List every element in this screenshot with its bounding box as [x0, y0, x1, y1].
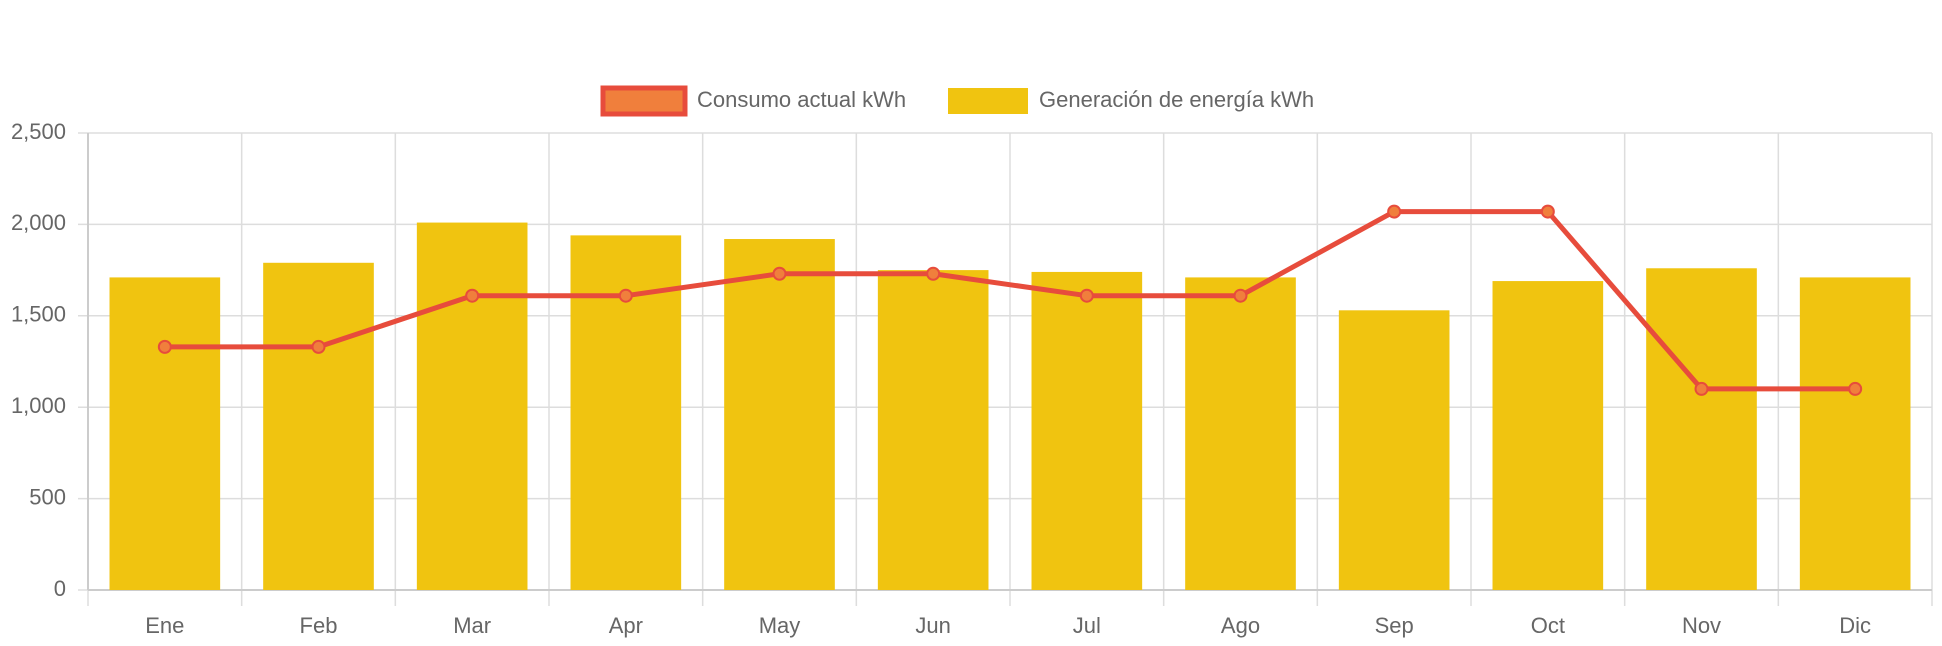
x-tick-label: May	[759, 613, 801, 638]
legend-swatch	[948, 88, 1028, 114]
bar	[1492, 281, 1604, 590]
y-tick-label: 0	[54, 576, 66, 601]
legend-label: Generación de energía kWh	[1039, 87, 1314, 112]
x-tick-label: Ene	[145, 613, 184, 638]
line-point	[157, 339, 172, 354]
bar	[1185, 277, 1296, 590]
line-point	[926, 266, 941, 281]
line-point	[1233, 288, 1248, 303]
line-point	[311, 339, 326, 354]
x-tick-label: Feb	[300, 613, 338, 638]
y-tick-label: 2,000	[11, 210, 66, 235]
bar	[1799, 277, 1911, 590]
bar	[1338, 310, 1450, 590]
line-point	[772, 266, 787, 281]
x-tick-label: Jun	[915, 613, 950, 638]
line-point	[465, 288, 480, 303]
legend-label: Consumo actual kWh	[697, 87, 906, 112]
x-tick-label: Nov	[1682, 613, 1721, 638]
bar	[416, 222, 528, 590]
x-tick-label: Dic	[1839, 613, 1871, 638]
x-tick-label: Ago	[1221, 613, 1260, 638]
line-point	[618, 288, 633, 303]
x-tick-label: Mar	[453, 613, 491, 638]
line-point	[1079, 288, 1094, 303]
bar	[109, 277, 221, 590]
y-tick-label: 1,000	[11, 393, 66, 418]
y-tick-label: 1,500	[11, 302, 66, 327]
line-point	[1848, 381, 1863, 396]
y-tick-label: 2,500	[11, 119, 66, 144]
bar	[263, 262, 374, 590]
x-tick-label: Apr	[609, 613, 643, 638]
line	[164, 209, 1856, 392]
x-tick-label: Oct	[1531, 613, 1565, 638]
bar	[1646, 268, 1757, 590]
line-point	[1694, 381, 1709, 396]
legend-swatch	[600, 85, 688, 117]
line-point	[1387, 204, 1402, 219]
x-tick-label: Jul	[1073, 613, 1101, 638]
line-point	[1540, 204, 1555, 219]
y-tick-label: 500	[29, 484, 66, 509]
bar	[724, 239, 835, 591]
bar	[877, 270, 989, 590]
bar	[1031, 271, 1143, 590]
x-tick-label: Sep	[1375, 613, 1414, 638]
